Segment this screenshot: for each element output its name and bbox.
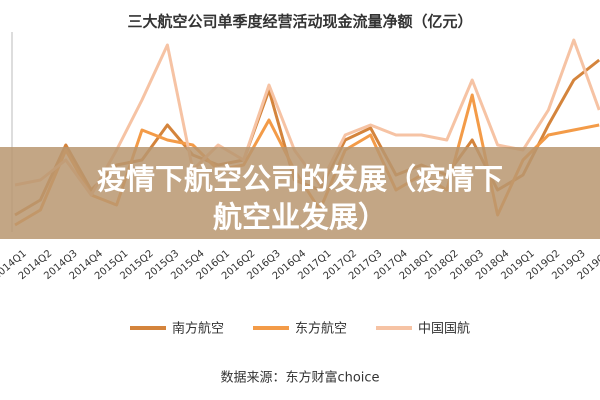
chart-title: 三大航空公司单季度经营活动现金流量净额（亿元） <box>127 13 472 31</box>
banner <box>0 147 600 239</box>
banner-text: 航空业发展） <box>213 200 387 234</box>
source: 数据来源：东方财富choice <box>220 370 379 386</box>
legend-label: 南方航空 <box>172 321 224 337</box>
legend-label: 东方航空 <box>295 321 347 337</box>
banner-text: 疫情下航空公司的发展（疫情下 <box>97 162 503 196</box>
legend-label: 中国国航 <box>418 321 470 337</box>
